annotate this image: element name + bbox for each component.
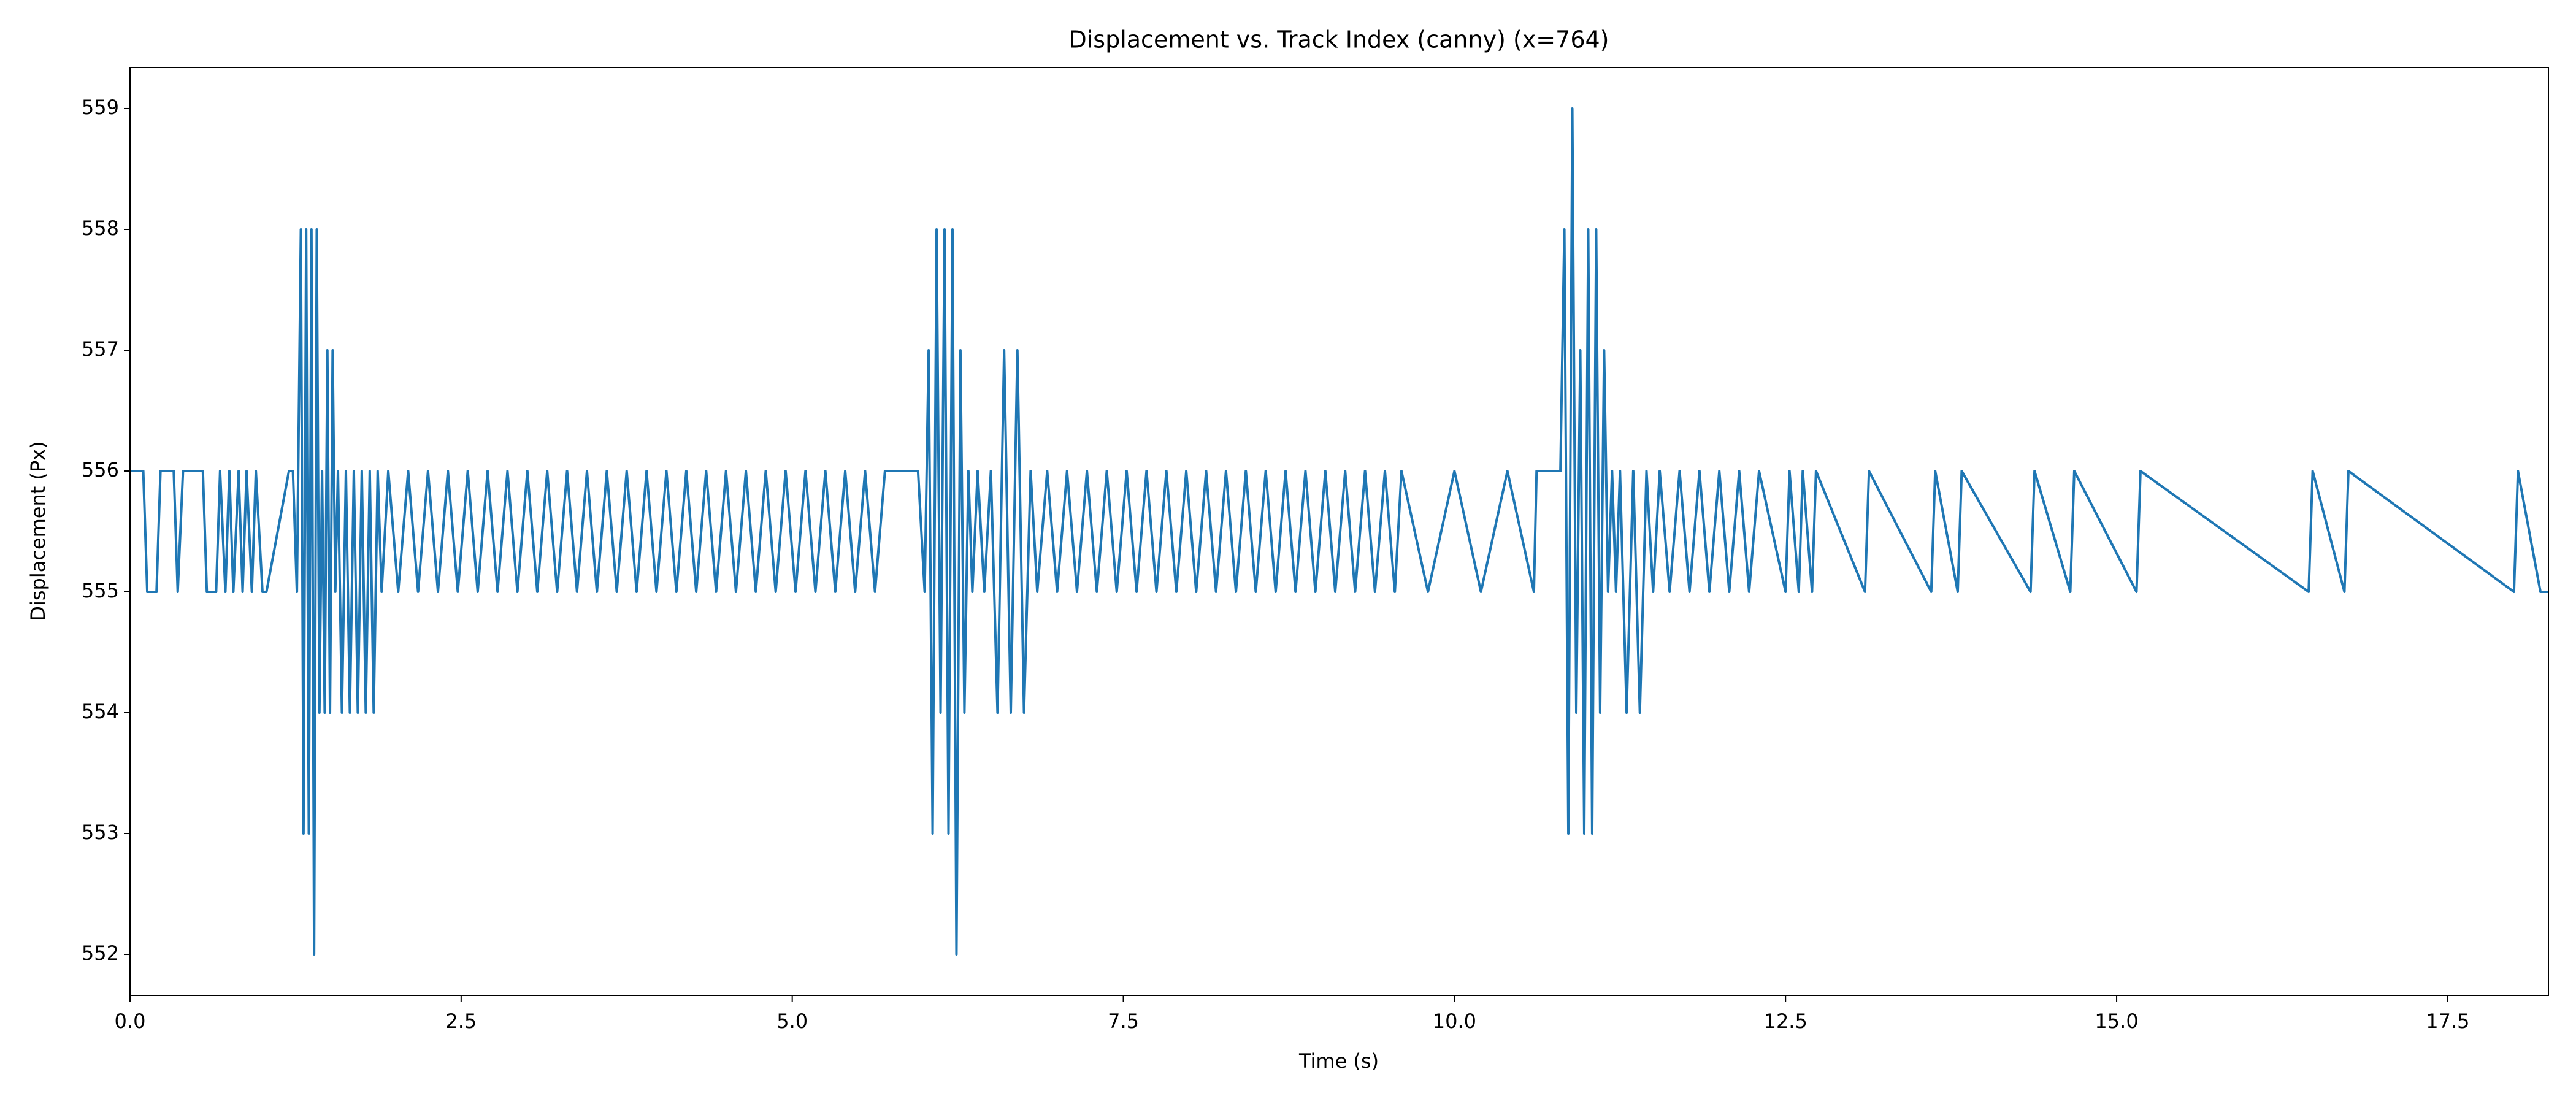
x-tick-label: 5.0 <box>776 1010 808 1033</box>
y-tick-label: 557 <box>82 337 119 361</box>
x-axis-label: Time (s) <box>1298 1049 1379 1073</box>
chart-title: Displacement vs. Track Index (canny) (x=… <box>1068 26 1609 53</box>
y-tick-label: 552 <box>82 941 119 965</box>
x-tick-label: 2.5 <box>445 1010 477 1033</box>
x-tick-label: 0.0 <box>115 1010 146 1033</box>
y-tick-label: 554 <box>82 700 119 723</box>
x-tick-label: 7.5 <box>1108 1010 1139 1033</box>
y-tick-label: 556 <box>82 458 119 481</box>
x-tick-label: 15.0 <box>2095 1010 2138 1033</box>
y-tick-label: 558 <box>82 217 119 240</box>
x-tick-label: 10.0 <box>1433 1010 1476 1033</box>
x-tick-label: 12.5 <box>1764 1010 1807 1033</box>
data-line <box>130 107 2548 956</box>
plot-frame <box>129 67 2549 996</box>
y-axis-label: Displacement (Px) <box>26 441 50 621</box>
y-tick-label: 555 <box>82 579 119 602</box>
y-tick-label: 553 <box>82 821 119 844</box>
x-tick-label: 17.5 <box>2426 1010 2469 1033</box>
y-tick-label: 559 <box>82 96 119 119</box>
